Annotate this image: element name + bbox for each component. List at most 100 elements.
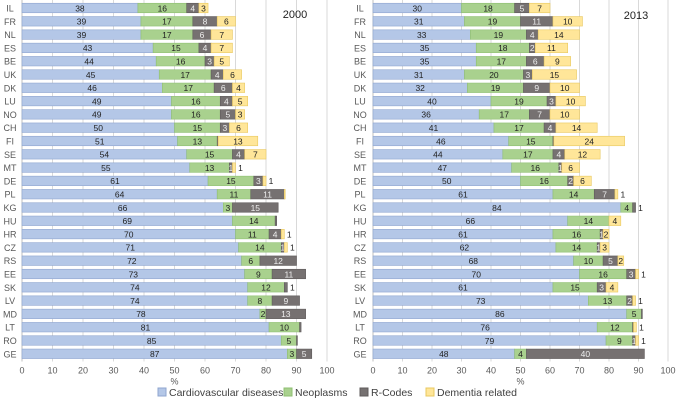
data-label: 17 [497, 57, 507, 67]
bar-segment-r-codes [259, 255, 297, 266]
data-label: 4 [624, 203, 629, 213]
data-label: 3 [599, 283, 604, 293]
data-label: 5 [520, 3, 525, 13]
data-label: 61 [458, 229, 468, 239]
data-label: 8 [258, 296, 263, 306]
data-label: 49 [92, 110, 102, 120]
data-label: 5 [238, 96, 243, 106]
data-label: 17 [183, 83, 193, 93]
data-label: 9 [283, 296, 288, 306]
data-label: 45 [86, 70, 96, 80]
data-label: 79 [485, 336, 495, 346]
category-label: HR [4, 230, 17, 240]
bar-segment-dementia-related [549, 109, 580, 120]
data-label: 3 [222, 123, 227, 133]
category-label: NO [353, 110, 367, 120]
x-tick-label: 40 [486, 366, 496, 376]
data-label: 12 [578, 150, 588, 160]
data-label: 15 [251, 203, 261, 213]
data-label: 84 [492, 203, 502, 213]
category-label: GE [3, 349, 16, 359]
data-label: 3 [629, 269, 634, 279]
data-label: 19 [488, 17, 498, 27]
bar-segment-dementia-related [599, 242, 610, 253]
data-label: 3 [201, 3, 206, 13]
bar-segment-dementia-related [537, 29, 580, 40]
data-label: 70 [472, 269, 482, 279]
x-tick-label: 10 [47, 366, 57, 376]
data-label: 2 [530, 43, 535, 53]
category-label: LV [5, 296, 15, 306]
data-label: 73 [129, 269, 139, 279]
data-label: 4 [224, 96, 229, 106]
x-tick-label: 50 [515, 366, 525, 376]
data-label: 50 [442, 176, 452, 186]
x-tick-label: 100 [319, 366, 334, 376]
category-label: ES [4, 43, 16, 53]
data-label: 6 [248, 256, 253, 266]
category-label: CZ [354, 243, 366, 253]
bar-segment-dementia-related [210, 42, 233, 53]
data-label: 11 [284, 269, 293, 279]
category-label: IL [6, 4, 14, 14]
category-label: EE [4, 270, 16, 280]
bar-segment-dementia-related [232, 96, 248, 107]
category-label: CH [354, 123, 367, 133]
data-label: 70 [124, 229, 134, 239]
data-label: 87 [150, 349, 160, 359]
bar-segment-dementia-related [244, 149, 267, 160]
data-label: 12 [261, 283, 271, 293]
x-tick-label: 80 [261, 366, 271, 376]
data-label: 9 [256, 269, 261, 279]
category-label: PL [354, 190, 365, 200]
category-label: KG [353, 203, 366, 213]
legend-label: Neoplasms [295, 387, 348, 399]
category-label: RS [354, 256, 367, 266]
data-label: 3 [256, 176, 261, 186]
data-label: 19 [491, 83, 501, 93]
data-label: 7 [219, 43, 224, 53]
category-label: DE [354, 176, 367, 186]
x-tick-label: 60 [545, 366, 555, 376]
data-label: 3 [549, 96, 554, 106]
category-label: RS [4, 256, 17, 266]
bar-segment-dementia-related [217, 135, 259, 147]
category-label: DK [4, 83, 17, 93]
data-label: 1 [638, 296, 643, 306]
data-label: 14 [572, 243, 582, 253]
data-label: 81 [141, 323, 151, 333]
data-label: 10 [560, 110, 570, 120]
data-label: 9 [534, 83, 539, 93]
category-label: LV [355, 296, 365, 306]
bar-segment-dementia-related [617, 255, 625, 266]
data-label: 38 [75, 3, 85, 13]
bar-segment-dementia-related [280, 229, 285, 240]
data-label: 1 [238, 163, 243, 173]
data-label: 31 [414, 17, 424, 27]
data-label: 54 [100, 150, 110, 160]
data-label: 4 [610, 283, 615, 293]
x-tick-label: 20 [78, 366, 88, 376]
bar-segment-dementia-related [555, 122, 598, 133]
category-label: HR [354, 230, 367, 240]
data-label: 4 [273, 229, 278, 239]
data-label: 1 [269, 176, 274, 186]
legend-label: R-Codes [371, 387, 412, 399]
data-label: 7 [537, 3, 542, 13]
data-label: 2 [604, 229, 609, 239]
data-label: 72 [127, 256, 137, 266]
data-label: 6 [221, 83, 226, 93]
data-label: 85 [147, 336, 157, 346]
data-label: 1 [620, 190, 625, 200]
data-label: 35 [420, 57, 430, 67]
x-tick-label: 30 [456, 366, 466, 376]
data-label: 4 [548, 123, 553, 133]
category-label: MD [353, 309, 367, 319]
data-label: 1 [287, 229, 292, 239]
data-label: 6 [568, 163, 573, 173]
data-label: 9 [555, 57, 560, 67]
category-label: MT [354, 163, 367, 173]
data-label: 30 [413, 3, 423, 13]
